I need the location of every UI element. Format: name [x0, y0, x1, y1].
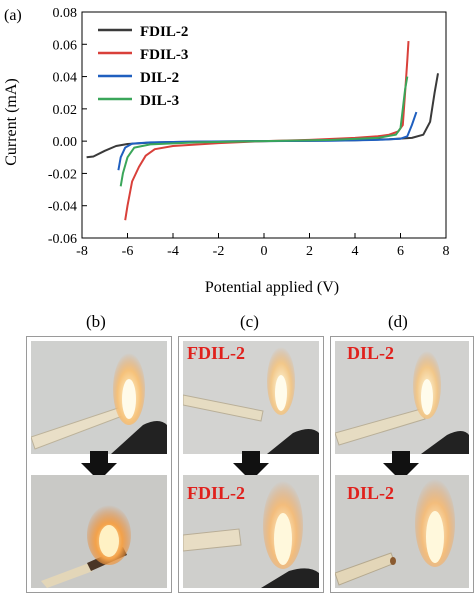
legend-label: DIL-2	[140, 70, 179, 86]
legend-label: FDIL-3	[140, 47, 188, 63]
iv-chart: (a) -8 -6 -4 -2 0 2 4 6 8 -0.06 -0.04 -0.02 0.00 0.0…	[3, 6, 450, 296]
series-line-fdil-3	[124, 41, 410, 221]
panel-label-a: (a)	[4, 7, 22, 24]
photo-b-before	[31, 341, 167, 454]
y-tick-label: 0.00	[53, 135, 78, 150]
plot-frame	[81, 11, 447, 239]
x-tick-label: 2	[306, 244, 313, 259]
photo-panel-b	[26, 336, 172, 593]
y-tick-label: 0.08	[53, 6, 78, 21]
y-tick-label: 0.04	[53, 71, 78, 86]
panel-label-b: (b)	[86, 312, 106, 331]
down-arrow-icon	[81, 451, 117, 481]
x-tick-label: -4	[167, 244, 179, 259]
x-ticks: -8 -6 -4 -2 0 2 4 6 8	[76, 233, 450, 259]
photo-c-after	[183, 475, 319, 588]
y-tick-label: 0.02	[53, 103, 78, 118]
legend: FDIL-2 FDIL-3 DIL-2 DIL-3	[98, 24, 188, 109]
y-tick-label: 0.06	[53, 38, 78, 53]
x-axis-label: Potential applied (V)	[205, 279, 339, 296]
legend-label: DIL-3	[140, 93, 179, 109]
fdil2-label-top: FDIL-2	[187, 343, 245, 363]
down-arrow-icon	[233, 451, 269, 481]
y-ticks: -0.06 -0.04 -0.02 0.00 0.02 0.04 0.06 0.08	[48, 6, 87, 247]
x-tick-label: 4	[352, 244, 359, 259]
photo-panel-c: FDIL-2 FDIL-2	[178, 336, 324, 593]
x-tick-label: 6	[397, 244, 404, 259]
x-tick-label: -8	[76, 244, 88, 259]
x-tick-label: 8	[443, 244, 450, 259]
panel-label-d: (d)	[388, 312, 408, 331]
y-tick-label: -0.02	[48, 167, 77, 182]
dil2-label-bottom: DIL-2	[347, 483, 395, 503]
legend-label: FDIL-2	[140, 24, 188, 40]
photo-c-before	[183, 341, 319, 454]
panel-label-c: (c)	[240, 312, 259, 331]
down-arrow-icon	[383, 451, 419, 481]
fdil2-label-bottom: FDIL-2	[187, 483, 245, 503]
y-tick-label: -0.04	[48, 200, 77, 215]
photo-panel-d: DIL-2 DIL-2	[330, 336, 474, 593]
x-tick-label: 0	[261, 244, 268, 259]
photo-d-before	[335, 341, 469, 454]
x-tick-label: -6	[122, 244, 134, 259]
y-axis-label: Current (mA)	[3, 78, 20, 166]
y-tick-label: -0.06	[48, 232, 77, 247]
x-tick-label: -2	[213, 244, 225, 259]
dil2-label-top: DIL-2	[347, 343, 395, 363]
photo-d-after	[335, 475, 469, 588]
series-lines	[86, 41, 439, 221]
series-line-dil-3	[119, 76, 409, 187]
photo-b-after	[31, 475, 167, 588]
